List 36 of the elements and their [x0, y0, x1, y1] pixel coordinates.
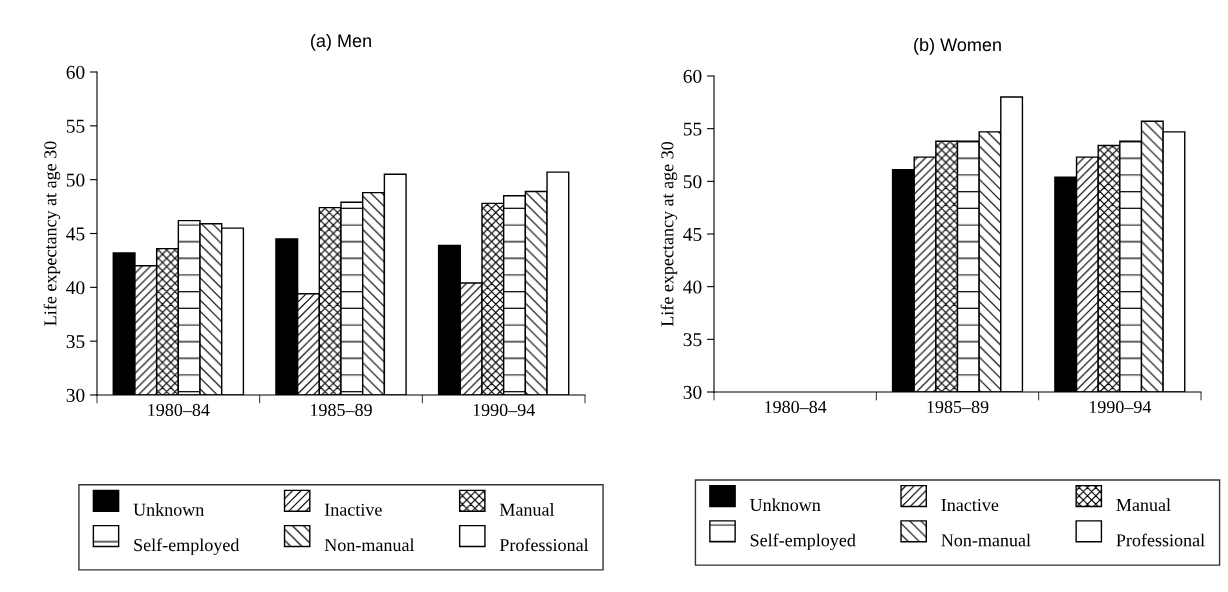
legend-label: Non-manual [941, 533, 1031, 547]
y-tick-label: 40 [66, 281, 85, 295]
y-tick-label: 30 [66, 388, 85, 402]
x-tick-label: 1980–84 [765, 400, 827, 414]
chart-title: (b) Women [914, 37, 1001, 55]
y-tick-label: 60 [66, 65, 85, 79]
legend-label: Inactive [324, 503, 382, 516]
y-tick-label: 35 [66, 335, 85, 349]
legend-label: Unknown [749, 498, 821, 512]
y-tick-label: 50 [66, 173, 85, 187]
y-tick-label: 55 [66, 119, 85, 133]
y-tick-label: 55 [683, 122, 702, 136]
y-tick-label: 60 [683, 69, 702, 83]
y-axis-title: Life expectancy at age 30 [43, 141, 61, 326]
legend-label: Self-employed [750, 533, 856, 551]
x-tick-label: 1985–89 [927, 400, 989, 414]
y-tick-label: 45 [66, 227, 85, 241]
legend-label: Non-manual [324, 538, 415, 552]
y-tick-label: 50 [683, 175, 702, 189]
x-tick-label: 1990–94 [1089, 400, 1152, 414]
y-tick-label: 45 [683, 227, 702, 241]
x-tick-label: 1990–94 [473, 403, 535, 417]
legend-label: Professional [499, 538, 589, 552]
legend-label: Manual [499, 503, 555, 516]
legend-label: Unknown [133, 503, 205, 516]
y-tick-label: 30 [683, 385, 702, 399]
y-axis-title: Life expectancy at age 30 [660, 141, 678, 327]
y-tick-label: 40 [683, 280, 702, 294]
chart-title: (a) Men [311, 33, 371, 51]
x-tick-label: 1985–89 [310, 403, 372, 417]
legend-label: Professional [1116, 533, 1205, 547]
y-tick-label: 35 [683, 333, 702, 347]
legend-label: Inactive [941, 498, 999, 512]
legend-label: Manual [1116, 498, 1171, 512]
legend-label: Self-employed [134, 538, 240, 555]
x-tick-label: 1980–84 [148, 403, 210, 417]
